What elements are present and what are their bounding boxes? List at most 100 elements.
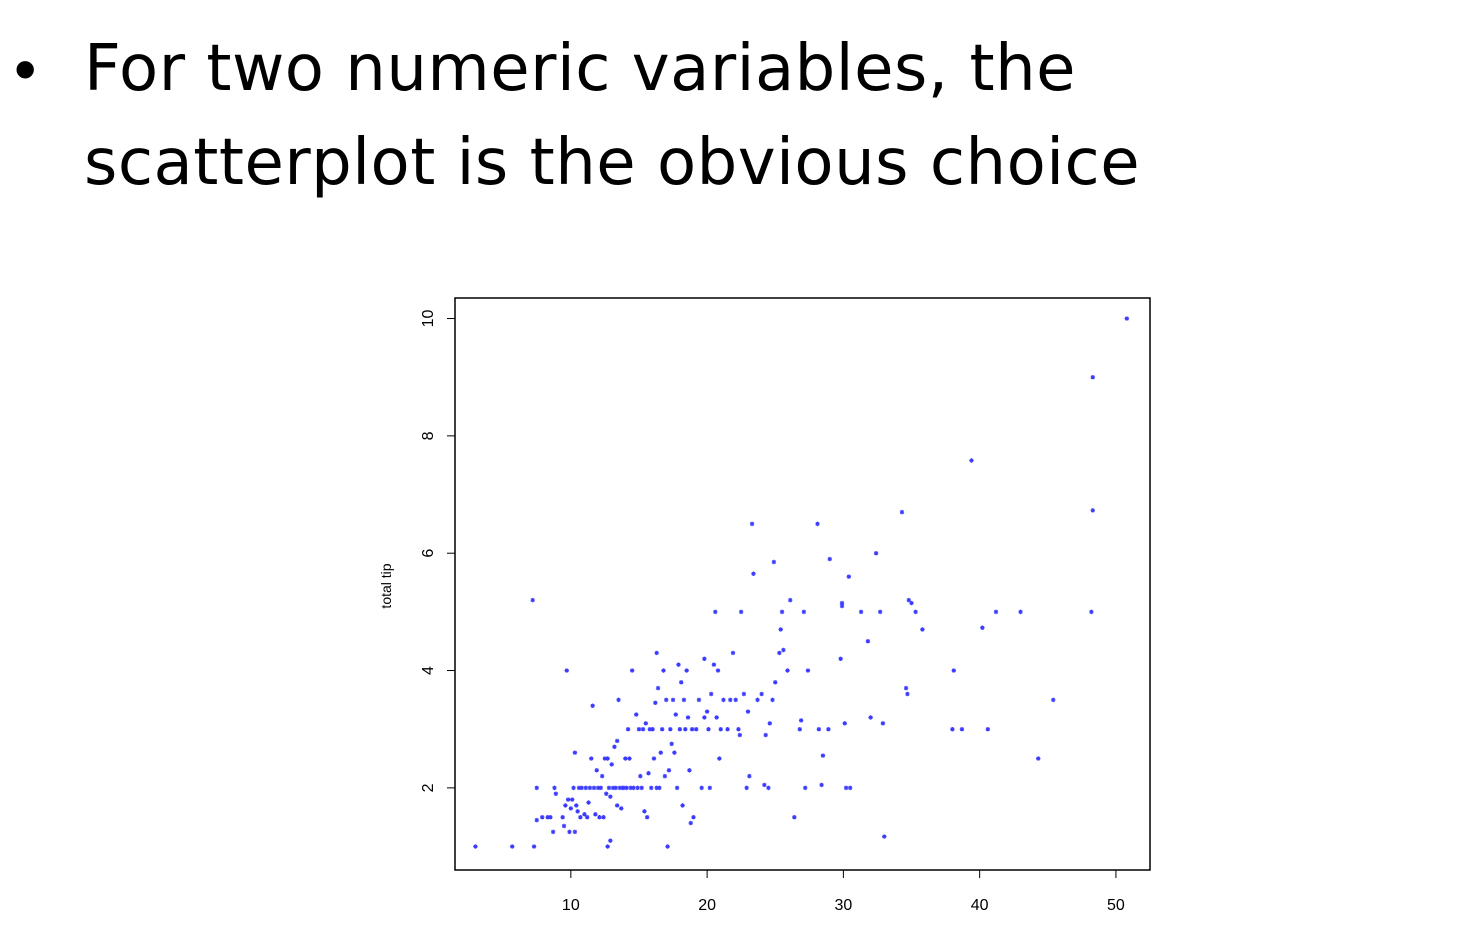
scatter-point (661, 668, 666, 673)
x-axis: 10 20 30 40 50 (562, 869, 1125, 914)
scatter-point (614, 803, 620, 808)
scatter-point (624, 785, 629, 791)
scatter-point (550, 829, 556, 835)
scatter-point (1036, 756, 1041, 761)
scatter-point (605, 844, 610, 849)
scatter-point (552, 785, 557, 791)
scatter-point (899, 509, 905, 515)
x-tick-label: 30 (834, 897, 852, 914)
scatter-point (575, 809, 580, 814)
scatter-point (702, 715, 707, 720)
scatter-point (540, 815, 545, 820)
scatter-point (846, 574, 852, 579)
scatter-point (736, 727, 741, 732)
scatter-point (684, 668, 689, 673)
scatter-point (664, 697, 669, 703)
scatter-point (586, 800, 591, 805)
scatter-point (567, 829, 572, 835)
scatter-point (826, 727, 831, 732)
scatter-point (777, 650, 782, 656)
scatter-point (730, 650, 736, 656)
scatter-point (473, 844, 478, 849)
scatter-point (636, 727, 642, 732)
scatter-point (599, 773, 605, 779)
scatter-point (666, 768, 672, 773)
scatter-point (593, 812, 598, 817)
scatter-point (980, 625, 985, 630)
scatter-point (662, 773, 668, 779)
scatter-point (728, 697, 733, 703)
scatter-point (608, 794, 613, 799)
scatter-point (644, 815, 650, 820)
scatter-point (781, 647, 786, 653)
scatter-point (951, 668, 956, 673)
scatter-point (749, 521, 755, 527)
scatter-point (797, 727, 802, 732)
scatter-point (553, 791, 559, 796)
scatter-point (725, 727, 730, 732)
scatter-point (715, 668, 721, 673)
bullet-text: For two numeric variables, the scatterpl… (84, 32, 1141, 200)
scatter-point (694, 727, 699, 732)
scatter-point (654, 650, 659, 656)
scatter-point (669, 741, 674, 747)
scatter-point (737, 732, 743, 738)
scatter-point (639, 785, 644, 791)
bullet-item: • For two numeric variables, the scatter… (14, 22, 1454, 210)
scatter-point (993, 609, 999, 615)
scatter-point (587, 785, 593, 791)
y-tick-label: 8 (420, 431, 437, 440)
scatter-point (816, 727, 822, 732)
scatter-point (609, 762, 614, 767)
scatter-point (1090, 508, 1095, 513)
scatter-point (839, 600, 845, 606)
scatter-point (621, 785, 627, 791)
scatter-point (819, 782, 824, 788)
scatter-point (572, 750, 578, 755)
scatter-point (745, 709, 751, 714)
scatter-point (584, 815, 590, 820)
scatter-point (610, 785, 616, 791)
scatter-point (762, 782, 767, 788)
scatter-point (568, 806, 574, 811)
scatter-point (614, 738, 620, 744)
scatter-point (873, 551, 879, 556)
scatter-point (572, 829, 578, 835)
scatter-point (594, 768, 599, 773)
scatter-point (920, 627, 925, 632)
scatter-point (625, 727, 631, 732)
scatter-point (616, 697, 621, 703)
scatter-point (755, 697, 760, 703)
scatter-point (788, 597, 793, 603)
scatter-point (721, 697, 726, 703)
scatter-point (640, 727, 646, 732)
scatter-point (744, 785, 749, 791)
plot-frame (454, 297, 1151, 871)
scatter-point (706, 727, 711, 732)
scatter-point (880, 721, 886, 726)
scatter-point (801, 609, 807, 615)
scatter-point (680, 803, 685, 808)
scatter-point (631, 785, 636, 791)
scatter-point (634, 712, 639, 717)
scatter-point (1124, 316, 1130, 321)
scatter-point (792, 815, 797, 820)
scatter-point (668, 727, 673, 732)
scatter-point (689, 727, 695, 732)
scatter-point (653, 700, 658, 705)
scatter-point (589, 756, 594, 761)
scatter-point (510, 844, 515, 849)
scatter-point (708, 691, 714, 697)
scatter-point (738, 609, 744, 615)
scatter-point (702, 656, 707, 661)
scatter-point (842, 721, 847, 726)
scatter-point (759, 691, 764, 697)
scatter-point (591, 785, 597, 791)
scatter-point (827, 556, 832, 562)
scatter-point (531, 844, 537, 849)
scatter-point (679, 680, 684, 685)
y-tick-label: 4 (420, 666, 437, 675)
scatter-point (688, 820, 693, 826)
